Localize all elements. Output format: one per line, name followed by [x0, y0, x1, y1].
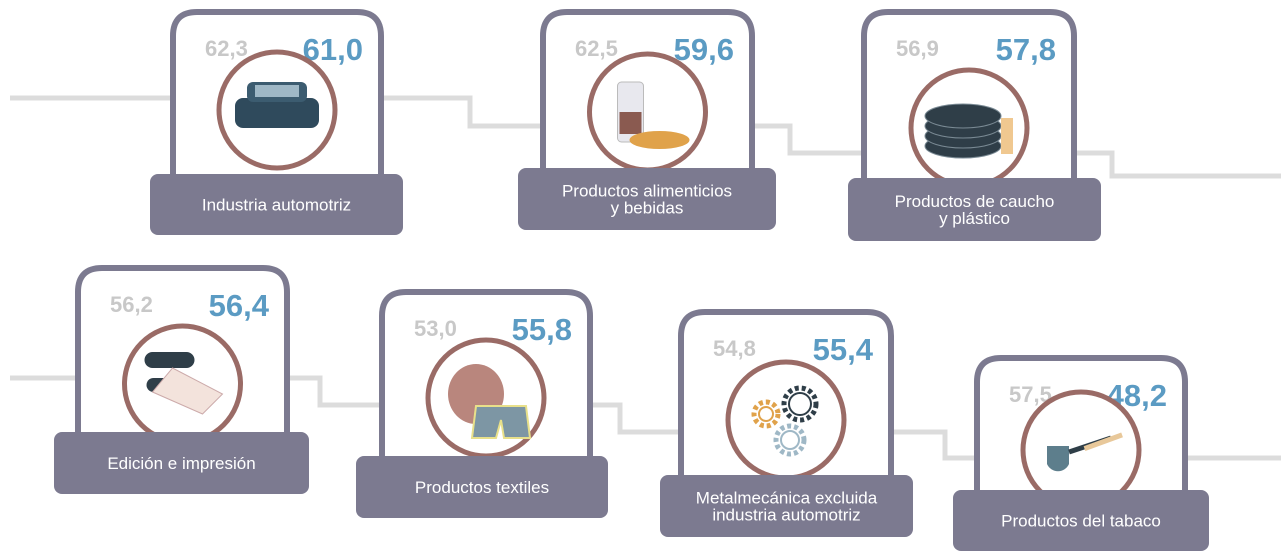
- icon-tire: [925, 104, 1001, 128]
- icon-car: [255, 85, 299, 97]
- current-value: 59,6: [674, 32, 734, 67]
- current-value: 55,8: [512, 312, 572, 347]
- previous-value: 54,8: [713, 336, 756, 361]
- previous-value: 62,5: [575, 36, 618, 61]
- previous-value: 56,9: [896, 36, 939, 61]
- icon-ring: [590, 54, 706, 170]
- icon-pipe: [1047, 446, 1069, 471]
- current-value: 57,8: [996, 32, 1056, 67]
- icon-bottle: [1001, 118, 1013, 154]
- card-label: Edición e impresión: [107, 454, 255, 473]
- current-value: 56,4: [209, 288, 270, 323]
- icon-car: [235, 98, 319, 128]
- card-label: Productos textiles: [415, 478, 549, 497]
- icon-bottle: [620, 112, 642, 134]
- card-label: y bebidas: [611, 199, 684, 218]
- current-value: 55,4: [813, 332, 874, 367]
- previous-value: 53,0: [414, 316, 457, 341]
- icon-bread: [630, 131, 690, 149]
- card-label: industria automotriz: [712, 506, 860, 525]
- icon-roll: [145, 352, 195, 368]
- card: 53,0 55,8 Productos textiles: [356, 292, 608, 518]
- card-label: Productos del tabaco: [1001, 512, 1161, 531]
- card-label: y plástico: [939, 209, 1010, 228]
- card-label: Industria automotriz: [202, 196, 351, 215]
- icon-ring: [728, 362, 844, 478]
- card: 56,2 56,4 Edición e impresión: [54, 268, 309, 494]
- infographic: 62,361,0Industria automotriz 62,5 59,6 Prod…: [0, 0, 1281, 554]
- previous-value: 56,2: [110, 292, 153, 317]
- previous-value: 62,3: [205, 36, 248, 61]
